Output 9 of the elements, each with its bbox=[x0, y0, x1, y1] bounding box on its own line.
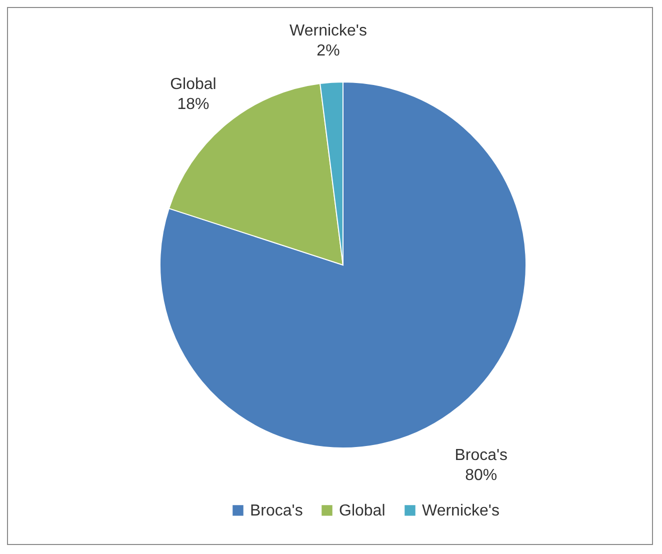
data-label: 80% bbox=[465, 467, 498, 484]
slice-label: Global bbox=[170, 76, 216, 93]
legend-label: Global bbox=[339, 502, 386, 520]
data-label: 18% bbox=[177, 96, 210, 113]
legend-label: Wernicke's bbox=[422, 502, 500, 520]
slice-label: Broca's bbox=[454, 447, 508, 464]
legend-label: Broca's bbox=[250, 502, 303, 520]
data-label: 2% bbox=[316, 42, 340, 60]
slice-label: Wernicke's bbox=[290, 22, 367, 40]
